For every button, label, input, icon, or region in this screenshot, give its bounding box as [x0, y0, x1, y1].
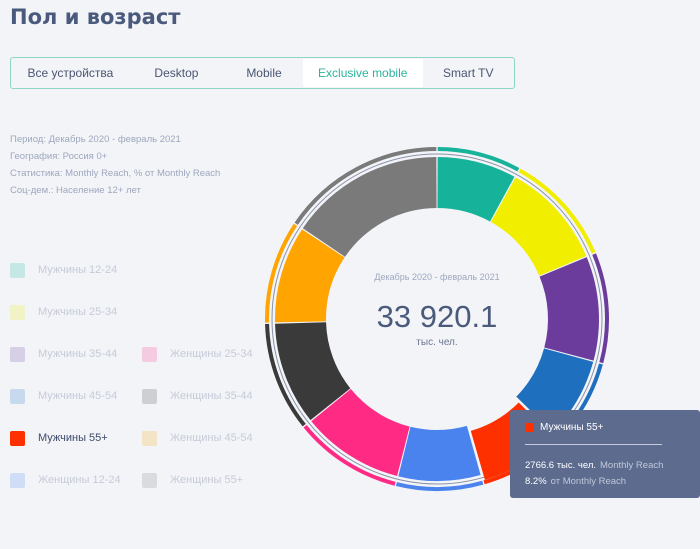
legend-item-men-55-plus[interactable]: Мужчины 55+ — [10, 429, 108, 447]
legend-label: Женщины 12-24 — [38, 474, 121, 486]
slice-3[interactable] — [539, 257, 599, 361]
legend-label: Мужчины 25-34 — [38, 306, 118, 318]
tooltip-swatch — [525, 422, 534, 432]
geography-text: География: Россия 0+ — [10, 151, 108, 162]
filter-summary: Период: Декабрь 2020 - февраль 2021 Геог… — [10, 131, 220, 199]
legend-swatch — [142, 472, 157, 488]
tab-desktop[interactable]: Desktop — [154, 66, 199, 80]
legend-swatch — [10, 262, 25, 278]
center-period: Декабрь 2020 - февраль 2021 — [374, 272, 499, 282]
legend-swatch — [10, 388, 25, 404]
legend-swatch — [142, 430, 157, 446]
legend-swatch — [142, 346, 157, 362]
center-total: 33 920.1 — [377, 299, 498, 334]
guide-circle — [271, 153, 603, 485]
chart-tooltip: Мужчины 55+ 2766.6 тыс. чел. Monthly Rea… — [510, 410, 700, 498]
legend-item-women-55-plus[interactable]: Женщины 55+ — [142, 471, 243, 489]
tooltip-value-row: 2766.6 тыс. чел. Monthly Reach — [525, 457, 685, 473]
legend-item-men-12-24[interactable]: Мужчины 12-24 — [10, 261, 117, 279]
legend-label: Женщины 45-54 — [170, 432, 253, 444]
tab-smart-tv[interactable]: Smart TV — [443, 66, 494, 80]
period-text: Период: Декабрь 2020 - февраль 2021 — [10, 134, 181, 145]
outer-ring — [265, 147, 609, 491]
legend-swatch — [10, 346, 25, 362]
device-tabs: Все устройства Desktop Mobile Exclusive … — [10, 57, 515, 89]
outer-arc-2 — [518, 168, 596, 254]
legend-label: Мужчины 12-24 — [38, 264, 118, 276]
legend-item-women-12-24[interactable]: Женщины 12-24 — [10, 471, 121, 489]
outer-arc-6 — [395, 480, 484, 491]
outer-arc-7 — [303, 424, 396, 486]
tooltip-divider — [525, 444, 662, 445]
legend-label: Женщины 25-34 — [170, 348, 253, 360]
page-title: Пол и возраст — [10, 5, 181, 29]
tooltip-share: 8.2% — [525, 475, 547, 487]
tooltip-header: Мужчины 55+ — [525, 421, 685, 433]
legend-label: Мужчины 45-54 — [38, 390, 118, 402]
legend-label: Мужчины 35-44 — [38, 348, 118, 360]
tab-all-devices[interactable]: Все устройства — [27, 66, 114, 80]
slice-8[interactable] — [275, 322, 351, 421]
legend-label: Мужчины 55+ — [38, 432, 108, 444]
outer-arc-3 — [592, 253, 609, 364]
legend-swatch — [142, 388, 157, 404]
slice-10[interactable] — [302, 157, 437, 257]
tooltip-value: 2766.6 тыс. чел. — [525, 459, 597, 471]
legend-swatch — [10, 430, 25, 446]
legend-item-men-35-44[interactable]: Мужчины 35-44 — [10, 345, 117, 363]
slice-6[interactable] — [398, 425, 481, 481]
legend-swatch — [10, 304, 25, 320]
center-unit: тыс. чел. — [416, 337, 457, 348]
legend-item-men-25-34[interactable]: Мужчины 25-34 — [10, 303, 117, 321]
tooltip-value-metric: Monthly Reach — [600, 459, 664, 471]
slice-7[interactable] — [311, 389, 410, 477]
tooltip-share-row: 8.2% от Monthly Reach — [525, 473, 685, 489]
outer-arc-8 — [265, 323, 306, 427]
legend-item-men-45-54[interactable]: Мужчины 45-54 — [10, 387, 117, 405]
slice-9[interactable] — [275, 229, 345, 323]
legend-item-women-35-44[interactable]: Женщины 35-44 — [142, 387, 253, 405]
tooltip-series: Мужчины 55+ — [540, 421, 604, 433]
outer-arc-10 — [294, 147, 437, 225]
tab-mobile[interactable]: Mobile — [246, 66, 282, 80]
tab-exclusive-mobile[interactable]: Exclusive mobile — [302, 59, 423, 87]
tooltip-share-metric: от Monthly Reach — [550, 475, 627, 487]
legend-swatch — [10, 472, 25, 488]
legend-item-women-25-34[interactable]: Женщины 25-34 — [142, 345, 253, 363]
legend-label: Женщины 55+ — [170, 474, 244, 486]
slice-2[interactable] — [490, 177, 587, 276]
statistic-text: Статистика: Monthly Reach, % от Monthly … — [10, 168, 221, 179]
outer-arc-1 — [437, 147, 520, 172]
legend-label: Женщины 35-44 — [170, 390, 253, 402]
slice-1[interactable] — [437, 157, 515, 222]
legend-item-women-45-54[interactable]: Женщины 45-54 — [142, 429, 253, 447]
audience-text: Соц-дем.: Население 12+ лет — [10, 185, 141, 196]
outer-arc-9 — [265, 223, 298, 323]
